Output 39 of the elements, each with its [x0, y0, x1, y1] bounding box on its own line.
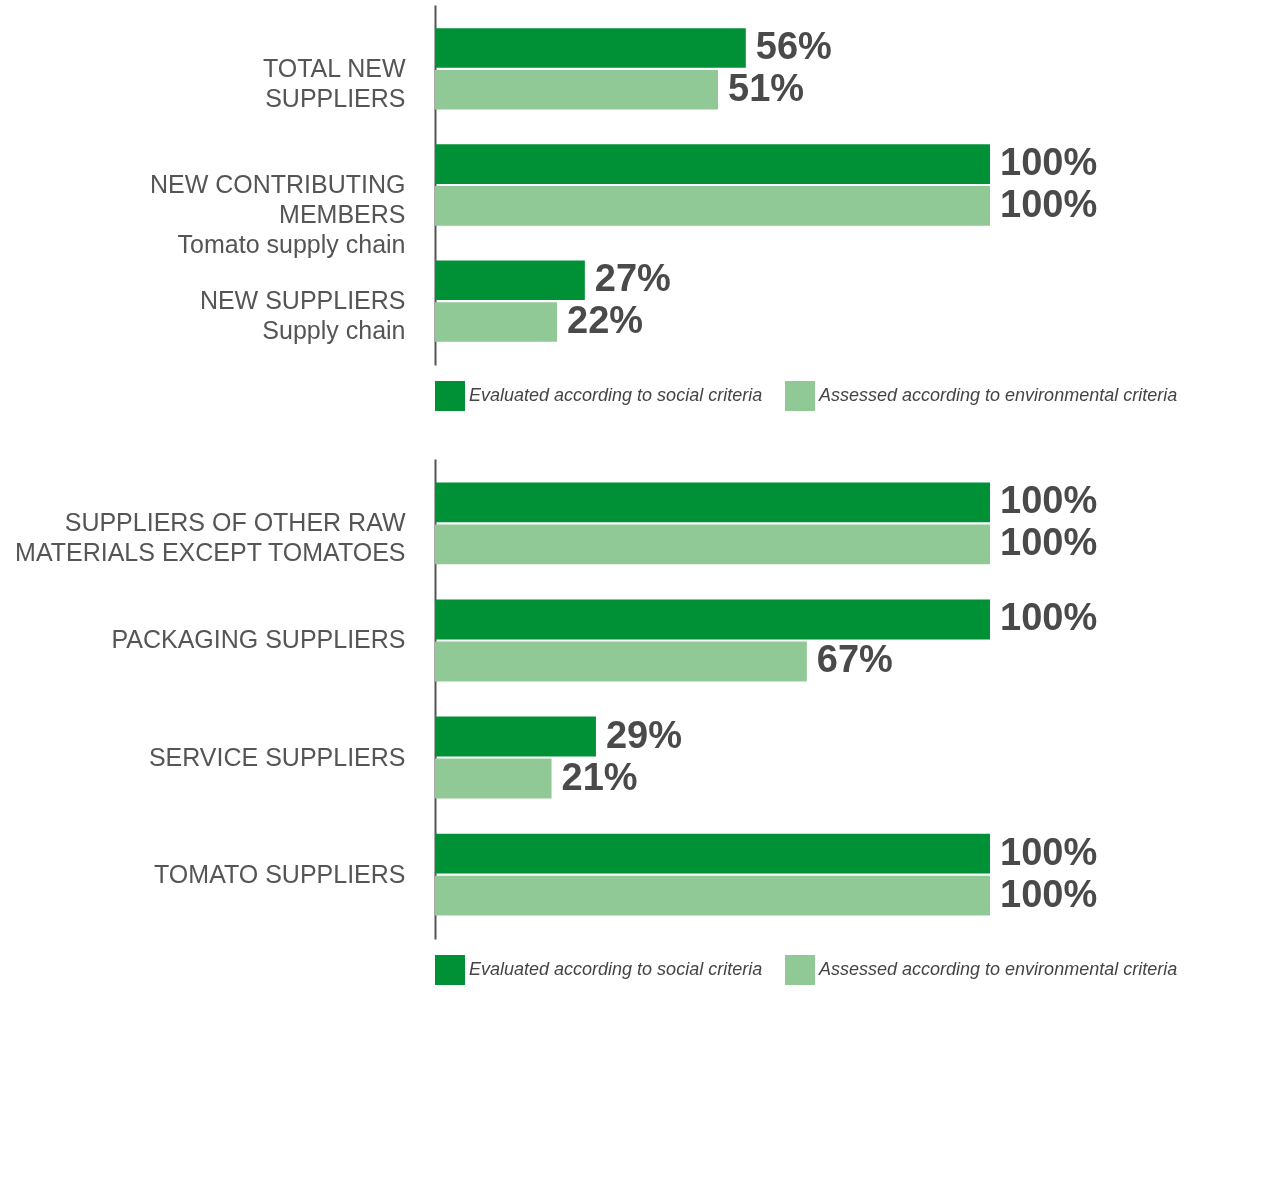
legend-label: Assessed according to environmental criteria [818, 959, 1178, 979]
bar [435, 599, 990, 640]
y-tick-label: SERVICE SUPPLIERS [148, 742, 406, 771]
data-label: 27% [594, 257, 671, 300]
bar [435, 28, 746, 68]
y-tick-label: TOTAL NEW SUPPLIERS [262, 53, 406, 112]
data-label: 100% [1000, 479, 1098, 522]
data-label: 100% [1000, 141, 1098, 184]
y-tick-label: TOMATO SUPPLIERS [154, 859, 406, 888]
data-label: 51% [728, 66, 805, 109]
bar [435, 482, 990, 523]
data-label: 67% [816, 638, 893, 681]
data-label: 21% [561, 755, 638, 798]
bar [435, 716, 596, 757]
bar [435, 758, 552, 799]
y-tick-label: NEW CONTRIBUTING MEMBERS Tomato supply chain [149, 170, 406, 258]
legend-label: Assessed according to environmental criteria [818, 385, 1178, 405]
bar [435, 875, 990, 916]
bar [435, 144, 990, 184]
y-tick-label: SUPPLIERS OF OTHER RAW MATERIALS EXCEPT TOMATOES [15, 508, 406, 567]
bar [435, 260, 585, 301]
bar [435, 302, 558, 342]
data-label: 100% [1000, 182, 1098, 225]
data-label: 100% [1000, 830, 1098, 873]
legend-label: Evaluated according to social criteria [469, 959, 763, 979]
data-label: 56% [755, 25, 832, 68]
data-label: 100% [1000, 596, 1098, 639]
data-label: 100% [1000, 521, 1098, 564]
bar [435, 186, 990, 226]
data-label: 22% [567, 298, 644, 341]
bar [435, 69, 719, 110]
data-label: 100% [1000, 872, 1098, 915]
bar [435, 833, 990, 874]
bar [435, 524, 990, 565]
legend-label: Evaluated according to social criteria [469, 385, 763, 405]
bar [435, 641, 807, 682]
y-tick-label: PACKAGING SUPPLIERS [111, 625, 406, 654]
data-label: 29% [605, 713, 683, 756]
y-tick-label: NEW SUPPLIERS Supply chain [199, 286, 406, 345]
